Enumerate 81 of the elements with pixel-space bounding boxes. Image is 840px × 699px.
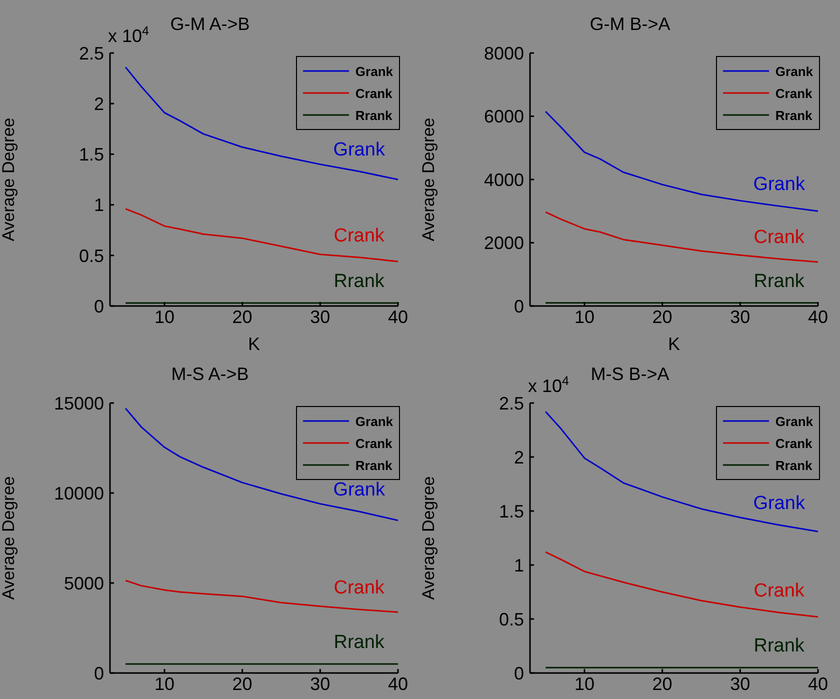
x-tick-label: 40 bbox=[808, 674, 828, 694]
text: Crank bbox=[754, 226, 804, 248]
y-tick-label: 0 bbox=[94, 296, 104, 316]
x-tick-label: 20 bbox=[232, 674, 252, 694]
chart-title: M-S A->B bbox=[170, 364, 250, 385]
y-tick-label: 1.5 bbox=[78, 144, 104, 165]
y-tick-label: 8000 bbox=[484, 43, 524, 64]
y-axis-title: Average Degree bbox=[419, 118, 438, 242]
text: Grank bbox=[333, 139, 385, 160]
x-tick-label: 20 bbox=[232, 306, 252, 327]
x-tick-label: 40 bbox=[388, 306, 408, 327]
line-series bbox=[544, 551, 818, 618]
text: Grank bbox=[753, 493, 805, 514]
line-series bbox=[544, 410, 818, 532]
legend-label: Rrank bbox=[775, 458, 812, 472]
y-tick-label: 15000 bbox=[54, 393, 104, 414]
y-tick-label: 0.5 bbox=[78, 246, 104, 266]
text: x 10$^{4}$ bbox=[108, 24, 150, 46]
y-axis-title: Average Degree bbox=[419, 476, 438, 600]
y-tick-label: 0 bbox=[514, 296, 524, 316]
legend-label: Rrank bbox=[775, 108, 812, 122]
legend-label: Crank bbox=[775, 86, 812, 100]
y-tick-label: 2.5 bbox=[498, 393, 524, 414]
y-axis-title: Average Degree bbox=[0, 118, 18, 242]
x-tick-label: 30 bbox=[310, 674, 330, 694]
x-tick-label: 40 bbox=[808, 306, 828, 327]
y-tick-label: 1.5 bbox=[498, 501, 524, 522]
chart-title: M-S B->A bbox=[590, 364, 670, 384]
y-axis-title: Average Degree bbox=[0, 476, 18, 600]
y-tick-label: 2 bbox=[94, 94, 104, 114]
legend-label: Crank bbox=[355, 436, 392, 450]
text: Rrank bbox=[334, 270, 384, 292]
line-series bbox=[124, 580, 398, 613]
x-tick-label: 40 bbox=[388, 674, 408, 694]
legend-label: Rrank bbox=[355, 458, 392, 472]
y-tick-label: 10000 bbox=[54, 483, 104, 504]
y-tick-label: 2000 bbox=[484, 233, 524, 254]
y-tick-label: 1 bbox=[514, 555, 524, 576]
text: x 10$^{4}$ bbox=[528, 374, 570, 396]
legend-label: Grank bbox=[775, 64, 813, 78]
text: Rrank bbox=[334, 632, 384, 653]
y-tick-label: 2 bbox=[514, 447, 524, 468]
y-tick-label: 4000 bbox=[484, 170, 524, 190]
chart-title: G-M B->A bbox=[588, 14, 672, 35]
legend-label: Grank bbox=[775, 414, 813, 428]
x-tick-label: 10 bbox=[154, 306, 174, 327]
x-tick-label: 30 bbox=[730, 674, 750, 694]
legend-label: Crank bbox=[355, 86, 392, 100]
x-tick-label: 20 bbox=[652, 306, 672, 327]
x-tick-label: 10 bbox=[154, 674, 174, 694]
y-tick-label: 0 bbox=[514, 663, 524, 684]
y-tick-label: 0 bbox=[94, 663, 104, 684]
y-tick-label: 1 bbox=[94, 195, 104, 216]
line-series bbox=[544, 211, 818, 263]
line-series bbox=[124, 408, 398, 522]
text: Rrank bbox=[754, 636, 804, 657]
legend-label: Rrank bbox=[355, 108, 392, 122]
x-tick-label: 10 bbox=[574, 306, 594, 327]
x-axis-title: K bbox=[248, 334, 260, 354]
text: Crank bbox=[754, 580, 804, 602]
line-series bbox=[544, 110, 818, 212]
legend-label: Crank bbox=[775, 436, 812, 450]
chart-title: G-M A->B bbox=[170, 14, 250, 34]
text: Crank bbox=[334, 225, 384, 246]
x-tick-label: 30 bbox=[310, 306, 330, 327]
line-series bbox=[124, 66, 398, 180]
y-tick-label: 0.5 bbox=[498, 609, 524, 630]
y-tick-label: 2.5 bbox=[78, 43, 104, 64]
line-series bbox=[124, 208, 398, 262]
x-axis-title: K bbox=[668, 334, 680, 354]
x-tick-label: 20 bbox=[652, 674, 672, 694]
legend-label: Grank bbox=[355, 64, 393, 78]
y-tick-label: 6000 bbox=[484, 106, 524, 127]
text: Grank bbox=[333, 480, 385, 501]
text: Crank bbox=[334, 577, 384, 598]
x-tick-label: 30 bbox=[730, 306, 750, 327]
x-tick-label: 10 bbox=[574, 674, 594, 694]
text: Grank bbox=[753, 174, 805, 196]
y-tick-label: 5000 bbox=[64, 573, 104, 594]
legend-label: Grank bbox=[355, 414, 393, 428]
text: Rrank bbox=[754, 270, 804, 292]
